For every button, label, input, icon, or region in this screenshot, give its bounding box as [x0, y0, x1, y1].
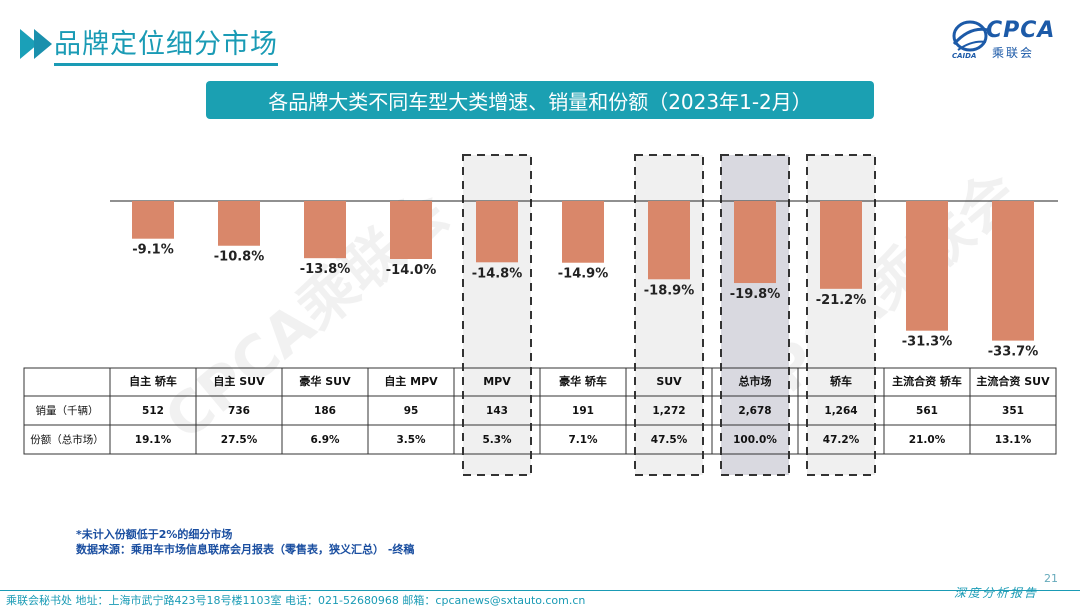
table-header-cell: 豪华 SUV	[299, 374, 351, 388]
chevron-double-icon	[20, 29, 52, 59]
table-cell: 47.5%	[651, 434, 688, 446]
page-number: 21	[1044, 572, 1058, 585]
page-header: 品牌定位细分市场	[20, 22, 278, 66]
bar-value-label: -31.3%	[902, 335, 953, 350]
bar-5	[562, 201, 604, 263]
bar-value-label: -14.0%	[386, 263, 437, 278]
table-cell: 2,678	[738, 405, 771, 417]
bar-value-label: -33.7%	[988, 345, 1039, 360]
table-cell: 5.3%	[482, 434, 512, 446]
table-header-cell: 轿车	[830, 374, 852, 388]
table-cell: 19.1%	[135, 434, 172, 446]
table-header-cell: 自主 SUV	[213, 374, 265, 388]
table-header-cell: 主流合资 SUV	[976, 374, 1050, 388]
table-header-cell: 主流合资 轿车	[892, 374, 962, 388]
bar-chart: -9.1% -10.8% -13.8% -14.0% -14.8% -14.9% -18.9…	[23, 154, 1058, 476]
table-row-label: 销量（千辆）	[36, 404, 99, 417]
table-cell: 27.5%	[221, 434, 258, 446]
bar-1	[218, 201, 260, 246]
table-header-cell: 豪华 轿车	[559, 374, 607, 388]
table-cell: 100.0%	[733, 434, 777, 446]
table-header-cell: 自主 MPV	[384, 374, 438, 388]
table-cell: 736	[228, 405, 250, 417]
globe-swoosh-icon	[952, 20, 989, 52]
table-cell: 1,264	[824, 405, 857, 417]
page-title: 品牌定位细分市场	[54, 22, 278, 66]
table-header-cell: MPV	[483, 375, 511, 388]
bar-7	[734, 201, 776, 284]
data-source-note: 数据来源：乘用车市场信息联席会月报表（零售表，狭义汇总） -终稿	[76, 543, 415, 556]
bar-value-label: -13.8%	[300, 262, 351, 277]
bar-3	[390, 201, 432, 259]
footer-report-label: 深度分析报告	[953, 586, 1038, 600]
table-row-label: 份额（总市场）	[30, 433, 104, 446]
bar-value-label: -19.8%	[730, 287, 781, 302]
logo-sub: 乘联会	[992, 46, 1035, 60]
logo-small-text: CAIDA	[952, 52, 977, 60]
table-header-cell: 自主 轿车	[129, 374, 177, 388]
highlight-box-4	[462, 154, 532, 476]
table-cell: 13.1%	[995, 434, 1032, 446]
table-cell: 191	[572, 405, 594, 417]
footer-contact: 乘联会秘书处 地址：上海市武宁路423号18号楼1103室 电话：021-526…	[6, 594, 586, 607]
table-cell: 561	[916, 405, 938, 417]
bar-0	[132, 201, 174, 239]
bar-2	[304, 201, 346, 259]
bar-4	[476, 201, 518, 263]
table-cell: 6.9%	[310, 434, 340, 446]
bar-10	[992, 201, 1034, 341]
table-cell: 512	[142, 405, 164, 417]
bar-value-label: -14.8%	[472, 266, 523, 281]
table-header-cell: SUV	[656, 375, 682, 388]
table-cell: 1,272	[652, 405, 685, 417]
table-cell: 21.0%	[909, 434, 946, 446]
bar-value-label: -10.8%	[214, 250, 265, 265]
table-cell: 3.5%	[396, 434, 426, 446]
bar-value-label: -18.9%	[644, 283, 695, 298]
table-header-cell: 总市场	[739, 374, 772, 388]
bar-value-label: -21.2%	[816, 293, 867, 308]
logo-text: CPCA	[986, 18, 1056, 43]
table-cell: 351	[1002, 405, 1024, 417]
table-cell: 95	[404, 405, 419, 417]
bar-6	[648, 201, 690, 280]
chart-banner-title: 各品牌大类不同车型大类增速、销量和份额（2023年1-2月）	[206, 81, 874, 119]
bar-value-label: -14.9%	[558, 267, 609, 282]
table-cell: 143	[486, 405, 508, 417]
table-cell: 186	[314, 405, 336, 417]
bar-8	[820, 201, 862, 289]
bar-value-label: -9.1%	[132, 243, 173, 258]
table-cell: 7.1%	[568, 434, 598, 446]
table-cell: 47.2%	[823, 434, 860, 446]
footnote: *未计入份额低于2%的细分市场	[76, 528, 233, 541]
bar-9	[906, 201, 948, 331]
footer-bar: 乘联会秘书处 地址：上海市武宁路423号18号楼1103室 电话：021-526…	[0, 590, 1080, 609]
cpca-logo: CPCA 乘联会 CAIDA	[950, 16, 1060, 64]
